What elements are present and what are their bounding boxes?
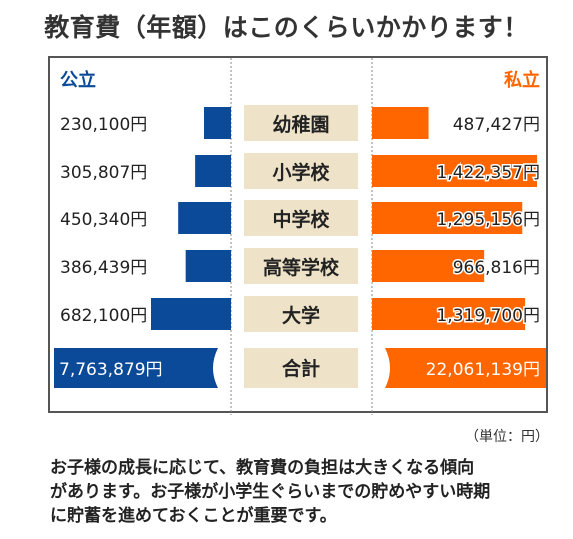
- public-bar: [204, 107, 231, 139]
- page-title: 教育費（年額）はこのくらいかかります！: [44, 13, 529, 42]
- private-value-label: 966,816円: [453, 258, 540, 278]
- legend-public: 公立: [60, 69, 96, 91]
- education-cost-chart: 公立 私立 幼稚園 230,100円 487,427円小学校 305,807円 1,42…: [48, 56, 548, 415]
- unit-note: （単位：円）: [465, 429, 549, 445]
- total-label: 合計: [282, 357, 320, 380]
- public-value-label: 305,807円: [60, 163, 147, 183]
- private-bar: [372, 107, 429, 139]
- private-value-label: 1,295,156円: [436, 210, 540, 230]
- category-label-bg: [244, 200, 358, 236]
- private-total-bar: [372, 348, 546, 388]
- private-bar: [372, 298, 526, 330]
- private-bar: [372, 155, 537, 187]
- legend-private: 私立: [504, 69, 540, 91]
- category-label-bg: [244, 296, 358, 332]
- category-label-bg: [244, 153, 358, 189]
- private-total-label: 22,061,139円: [426, 360, 540, 380]
- private-bar: [372, 250, 485, 282]
- private-bar: [372, 202, 523, 234]
- public-total-bar: [54, 348, 231, 388]
- private-value-label: 1,319,700円: [436, 306, 540, 326]
- private-value-label: 1,422,357円: [436, 163, 540, 183]
- public-bar: [195, 155, 231, 187]
- category-label: 中学校: [272, 208, 330, 231]
- category-label: 大学: [282, 304, 320, 327]
- category-label-bg: [244, 248, 358, 284]
- description-line-1: お子様の成長に応じて、教育費の負担は大きくなる傾向: [50, 458, 475, 478]
- public-bar: [185, 250, 231, 282]
- category-label: 小学校: [272, 161, 330, 184]
- public-value-label: 230,100円: [60, 115, 147, 135]
- total-label-bg: [244, 348, 358, 388]
- category-label: 高等学校: [263, 256, 340, 279]
- category-label: 幼稚園: [272, 113, 329, 136]
- public-value-label: 450,340円: [60, 210, 147, 230]
- description: お子様の成長に応じて、教育費の負担は大きくなる傾向 があります。お子様が小学生ぐ…: [50, 456, 550, 528]
- public-bar: [178, 202, 231, 234]
- public-value-label: 682,100円: [60, 306, 147, 326]
- category-label-bg: [244, 105, 358, 141]
- description-line-2: があります。お子様が小学生ぐらいまでの貯めやすい時期: [50, 482, 491, 502]
- description-line-3: に貯蓄を進めておくことが重要です。: [50, 506, 337, 526]
- private-value-label: 487,427円: [453, 115, 540, 135]
- public-total-label: 7,763,879円: [59, 360, 163, 380]
- public-bar: [151, 298, 231, 330]
- public-value-label: 386,439円: [60, 258, 147, 278]
